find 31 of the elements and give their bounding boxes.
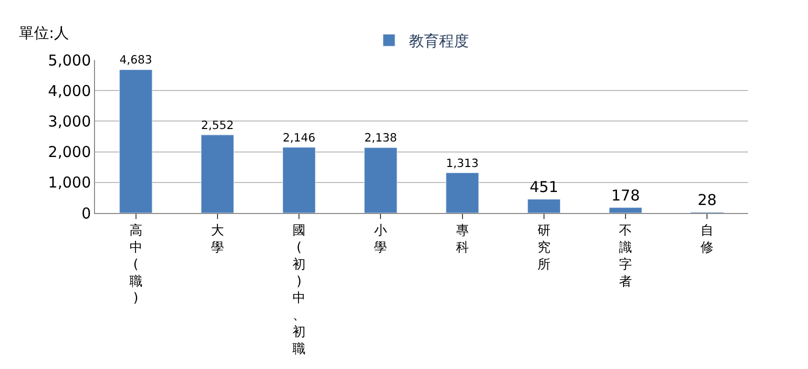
bar: [200, 134, 234, 213]
text: 4,683: [120, 52, 152, 67]
x-tick-label: 不識字者: [619, 224, 632, 290]
bar: [364, 147, 398, 213]
x-tick-label: 小學: [374, 224, 388, 256]
legend-label: 教育程度: [409, 32, 469, 50]
x-tick-label: 高中(職): [129, 222, 142, 306]
text: 28: [698, 191, 717, 210]
x-tick-label: 專科: [456, 224, 469, 256]
bar: [446, 172, 479, 213]
y-tick-label: 5,000: [48, 51, 91, 70]
x-tick-label: 自修: [700, 224, 714, 256]
x-tick-label: 研究所: [537, 224, 550, 272]
bar: [527, 198, 561, 213]
bar: [282, 147, 316, 213]
y-tick-label: 1,000: [48, 174, 91, 192]
bar: [608, 207, 642, 213]
text: 2,146: [282, 130, 316, 144]
text: 2,552: [201, 118, 234, 132]
y-axis-title: 單位:人: [19, 24, 70, 42]
text: 1,313: [446, 156, 479, 170]
x-tick-label: 大學: [210, 224, 224, 256]
x-tick-label: 國(初)中、初職: [292, 224, 306, 357]
text: 178: [611, 186, 640, 205]
text: 2,138: [364, 130, 397, 145]
y-tick-label: 2,000: [48, 143, 91, 162]
y-tick-label: 0: [81, 204, 91, 222]
bar: [119, 69, 152, 213]
y-tick-label: 4,000: [48, 82, 91, 100]
y-tick-label: 3,000: [48, 112, 91, 130]
text: 451: [530, 178, 558, 196]
